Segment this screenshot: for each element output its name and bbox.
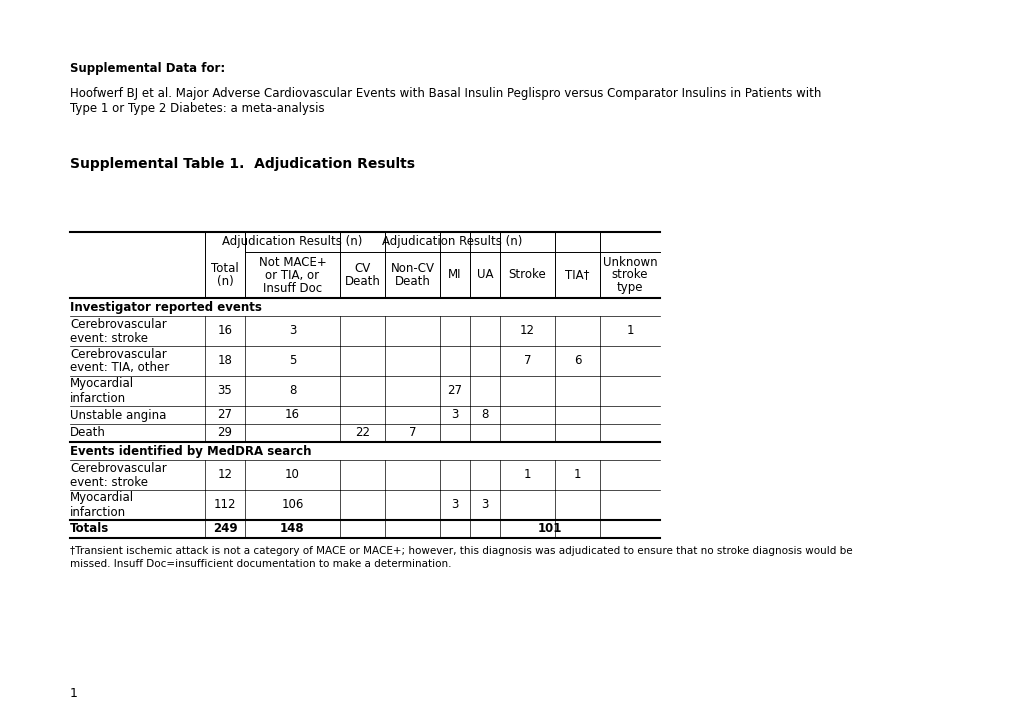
Text: or TIA, or: or TIA, or: [265, 269, 319, 282]
Text: TIA†: TIA†: [565, 269, 589, 282]
Text: infarction: infarction: [70, 505, 126, 518]
Text: Cerebrovascular: Cerebrovascular: [70, 348, 166, 361]
Text: 10: 10: [284, 469, 300, 482]
Text: Hoofwerf BJ et al. Major Adverse Cardiovascular Events with Basal Insulin Peglis: Hoofwerf BJ et al. Major Adverse Cardiov…: [70, 87, 820, 100]
Text: Supplemental Data for:: Supplemental Data for:: [70, 62, 225, 75]
Text: 106: 106: [281, 498, 304, 511]
Text: 1: 1: [573, 469, 581, 482]
Text: 5: 5: [288, 354, 296, 367]
Text: 3: 3: [481, 498, 488, 511]
Text: event: stroke: event: stroke: [70, 331, 148, 344]
Text: Unknown: Unknown: [602, 256, 656, 269]
Text: 249: 249: [213, 523, 237, 536]
Text: event: stroke: event: stroke: [70, 475, 148, 488]
Text: stroke: stroke: [611, 269, 648, 282]
Text: Events identified by MedDRA search: Events identified by MedDRA search: [70, 444, 311, 457]
Text: Unstable angina: Unstable angina: [70, 408, 166, 421]
Text: 27: 27: [447, 384, 462, 397]
Text: †Transient ischemic attack is not a category of MACE or MACE+; however, this dia: †Transient ischemic attack is not a cate…: [70, 546, 852, 556]
Text: Death: Death: [394, 275, 430, 288]
Text: 148: 148: [280, 523, 305, 536]
Text: 7: 7: [523, 354, 531, 367]
Text: Myocardial: Myocardial: [70, 377, 133, 390]
Text: missed. Insuff Doc=insufficient documentation to make a determination.: missed. Insuff Doc=insufficient document…: [70, 559, 451, 569]
Text: 8: 8: [481, 408, 488, 421]
Text: UA: UA: [476, 269, 493, 282]
Text: 22: 22: [355, 426, 370, 439]
Text: event: TIA, other: event: TIA, other: [70, 361, 169, 374]
Text: Death: Death: [344, 275, 380, 288]
Text: 6: 6: [573, 354, 581, 367]
Text: Not MACE+: Not MACE+: [259, 256, 326, 269]
Text: 3: 3: [450, 498, 459, 511]
Text: Myocardial: Myocardial: [70, 492, 133, 505]
Text: Cerebrovascular: Cerebrovascular: [70, 462, 166, 474]
Text: 29: 29: [217, 426, 232, 439]
Text: Adjudication Results (n): Adjudication Results (n): [382, 235, 522, 248]
Text: 12: 12: [217, 469, 232, 482]
Text: 101: 101: [537, 523, 561, 536]
Text: 8: 8: [288, 384, 296, 397]
Text: Supplemental Table 1.  Adjudication Results: Supplemental Table 1. Adjudication Resul…: [70, 157, 415, 171]
Text: 27: 27: [217, 408, 232, 421]
Text: Total: Total: [211, 262, 238, 275]
Text: 16: 16: [217, 325, 232, 338]
Text: MI: MI: [447, 269, 462, 282]
Text: 1: 1: [523, 469, 531, 482]
Text: 3: 3: [288, 325, 296, 338]
Text: Insuff Doc: Insuff Doc: [263, 282, 322, 294]
Text: Investigator reported events: Investigator reported events: [70, 300, 262, 313]
Text: 35: 35: [217, 384, 232, 397]
Text: 18: 18: [217, 354, 232, 367]
Text: Cerebrovascular: Cerebrovascular: [70, 318, 166, 330]
Text: 3: 3: [450, 408, 459, 421]
Text: Death: Death: [70, 426, 106, 439]
Text: Adjudication Results (n): Adjudication Results (n): [222, 235, 363, 248]
Text: CV: CV: [354, 262, 370, 275]
Text: Type 1 or Type 2 Diabetes: a meta-analysis: Type 1 or Type 2 Diabetes: a meta-analys…: [70, 102, 324, 115]
Text: infarction: infarction: [70, 392, 126, 405]
Text: 16: 16: [284, 408, 300, 421]
Text: type: type: [616, 282, 643, 294]
Text: Stroke: Stroke: [508, 269, 546, 282]
Text: (n): (n): [216, 275, 233, 288]
Text: Non-CV: Non-CV: [390, 262, 434, 275]
Text: 12: 12: [520, 325, 535, 338]
Text: 7: 7: [409, 426, 416, 439]
Text: 1: 1: [70, 687, 77, 700]
Text: Totals: Totals: [70, 523, 109, 536]
Text: 1: 1: [626, 325, 633, 338]
Text: 112: 112: [214, 498, 236, 511]
